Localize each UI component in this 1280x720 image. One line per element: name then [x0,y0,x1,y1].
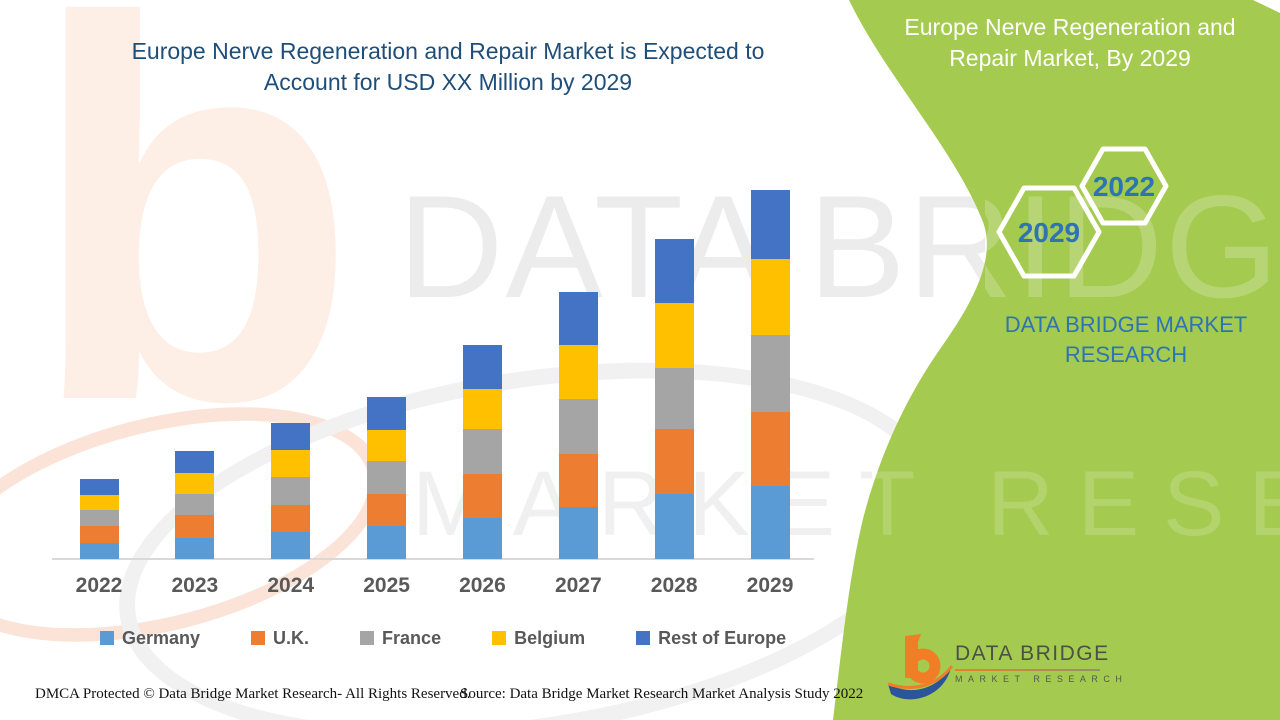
bar-segment-france [462,429,502,474]
chart-title-line1: Europe Nerve Regeneration and Repair Mar… [131,38,765,64]
panel-brand-line2: RESEARCH [1064,342,1188,367]
legend-label: Rest of Europe [658,627,787,648]
bar-segment-u-k- [175,515,215,538]
bar-segment-germany [79,543,119,559]
hexagon-2022-label: 2022 [1093,171,1155,202]
bar-segment-belgium [367,430,407,461]
bar-segment-france [654,368,694,429]
bar-segment-germany [271,532,311,559]
bar-segment-france [271,477,311,505]
bar-segment-belgium [558,345,598,399]
chart-legend: Germany U.K. France Belgium Rest of Europe [100,626,786,650]
legend-item-rest-of-europe: Rest of Europe [636,628,786,649]
bar-segment-germany [462,518,502,559]
bar-segment-france [175,494,215,515]
bar-segment-rest-of-europe [462,345,502,389]
dbmr-logo-text: DATA BRIDGE MARKET RESEARCH [955,642,1128,684]
dbmr-logo-name: DATA BRIDGE [955,642,1110,665]
footer-source-text: Source: Data Bridge Market Research Mark… [460,686,864,702]
hexagon-2029-label: 2029 [1018,217,1080,248]
bar-segment-u-k- [79,526,119,543]
bar-column-2027 [558,292,598,559]
bar-segment-france [367,461,407,494]
bar-column-2029 [750,190,790,559]
footer-dmca-text: DMCA Protected © Data Bridge Market Rese… [35,686,471,702]
bar-segment-u-k- [367,494,407,526]
chart-title: Europe Nerve Regeneration and Repair Mar… [38,36,858,98]
x-axis-label-2023: 2023 [171,574,219,597]
bar-segment-belgium [175,473,215,494]
bar-segment-rest-of-europe [271,423,311,450]
dbmr-logo-subtitle: MARKET RESEARCH [955,674,1128,684]
legend-swatch-icon [492,631,507,645]
x-axis-label-2027: 2027 [554,574,602,597]
panel-title-line1: Europe Nerve Regeneration and [904,14,1236,40]
hexagon-2022 [1079,146,1169,226]
x-axis-label-2022: 2022 [75,574,123,597]
legend-swatch-icon [251,631,266,645]
bar-segment-belgium [654,303,694,368]
bar-column-2028 [654,239,694,559]
bar-segment-france [558,399,598,454]
legend-item-germany: Germany [100,628,200,649]
bar-segment-rest-of-europe [79,479,119,495]
chart-title-line2: Account for USD XX Million by 2029 [263,69,633,95]
panel-title-line2: Repair Market, By 2029 [949,45,1191,71]
x-axis-label-2029: 2029 [746,574,794,597]
bar-segment-rest-of-europe [367,397,407,430]
dbmr-logo-divider [955,669,1100,671]
legend-label: Belgium [514,627,586,648]
bar-segment-germany [654,494,694,559]
bar-segment-rest-of-europe [175,451,215,473]
bar-segment-belgium [271,450,311,477]
bar-segment-germany [367,526,407,559]
bar-column-2025 [367,397,407,559]
legend-item-belgium: Belgium [492,628,585,649]
legend-item-u-k-: U.K. [251,628,309,649]
bar-segment-u-k- [462,474,502,518]
bar-segment-u-k- [271,505,311,532]
legend-swatch-icon [360,631,375,645]
x-axis-label-2024: 2024 [267,574,315,597]
bar-segment-france [79,510,119,526]
bar-segment-rest-of-europe [750,190,790,259]
bar-segment-rest-of-europe [558,292,598,345]
bar-segment-belgium [462,389,502,429]
panel-title: Europe Nerve Regeneration and Repair Mar… [870,12,1270,74]
panel-brand-line1: DATA BRIDGE MARKET [1004,312,1248,337]
legend-label: France [382,627,442,648]
panel-brand-text: DATA BRIDGE MARKET RESEARCH [995,310,1257,370]
panel-corner-notch [1253,0,1280,13]
legend-label: U.K. [273,627,310,648]
bar-column-2022 [79,479,119,559]
bar-segment-u-k- [750,412,790,486]
bar-segment-germany [558,507,598,559]
hexagon-2029 [996,185,1102,279]
legend-item-france: France [360,628,441,649]
dbmr-logo-b-icon [887,634,953,700]
bar-segment-u-k- [558,454,598,507]
x-axis-label-2028: 2028 [650,574,698,597]
bar-segment-france [750,335,790,412]
x-axis-label-2026: 2026 [459,574,506,597]
bar-segment-germany [750,486,790,559]
bar-segment-germany [175,538,215,559]
bar-column-2026 [462,345,502,559]
legend-swatch-icon [636,631,651,645]
bar-column-2023 [175,451,215,559]
bar-column-2024 [271,423,311,559]
x-axis-label-2025: 2025 [363,574,410,597]
x-axis-line [52,558,814,560]
bar-segment-rest-of-europe [654,239,694,303]
legend-swatch-icon [100,631,114,645]
dbmr-logo: DATA BRIDGE MARKET RESEARCH [885,630,1128,710]
legend-label: Germany [122,627,201,648]
bar-segment-belgium [79,495,119,510]
bar-segment-u-k- [654,429,694,494]
bar-segment-belgium [750,259,790,335]
